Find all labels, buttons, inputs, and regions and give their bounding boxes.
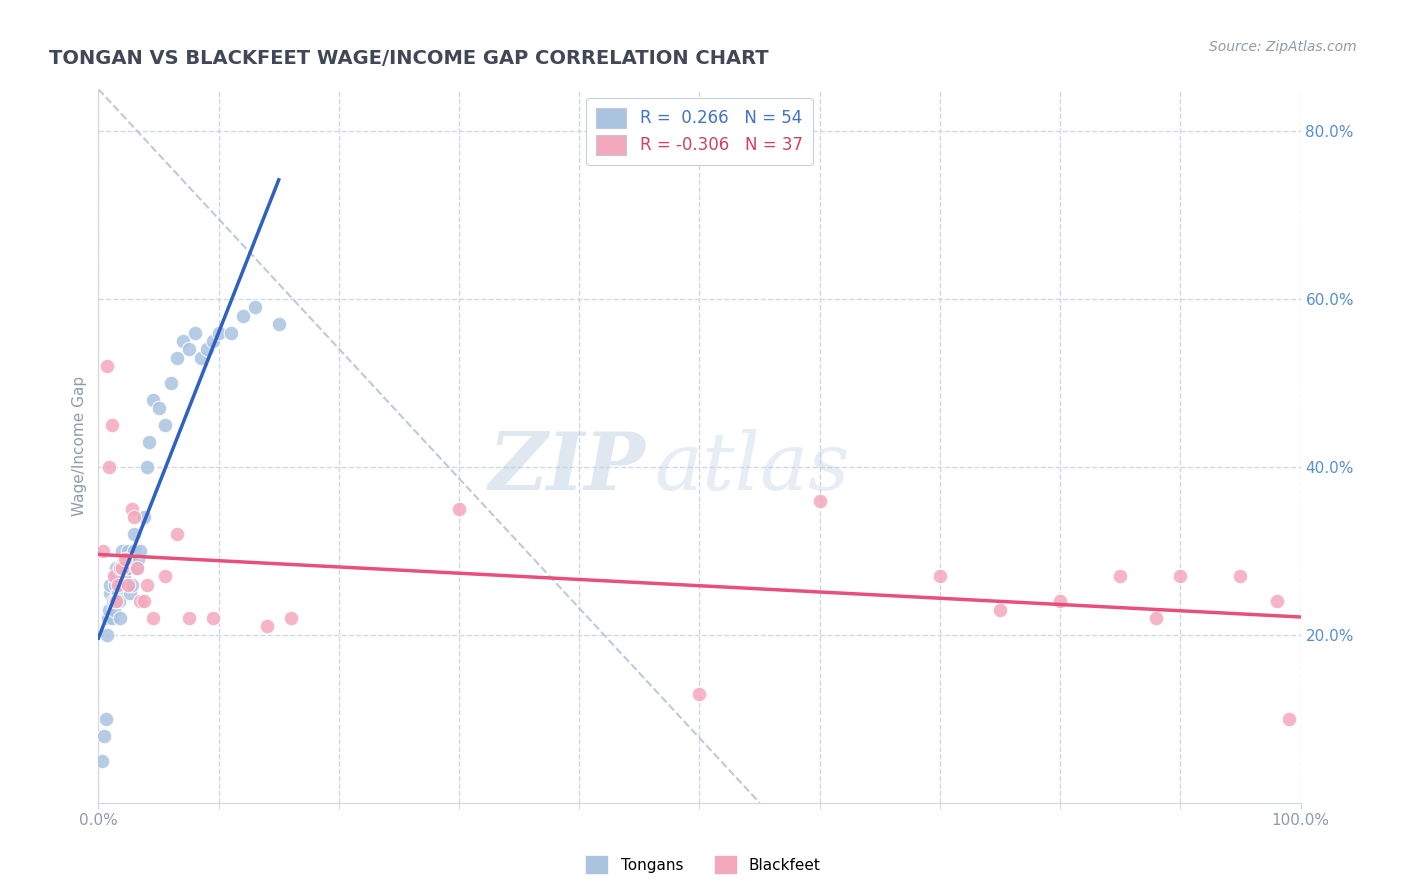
Text: TONGAN VS BLACKFEET WAGE/INCOME GAP CORRELATION CHART: TONGAN VS BLACKFEET WAGE/INCOME GAP CORR…	[49, 49, 769, 68]
Point	[243, 301, 266, 315]
Point	[1277, 712, 1299, 726]
Point	[100, 611, 122, 625]
Point	[98, 603, 121, 617]
Point	[117, 560, 139, 574]
Point	[1144, 611, 1167, 625]
Point	[111, 544, 134, 558]
Point	[121, 502, 143, 516]
Point	[93, 729, 115, 743]
Point	[129, 544, 152, 558]
Legend: Tongans, Blackfeet: Tongans, Blackfeet	[579, 849, 827, 880]
Point	[135, 577, 157, 591]
Point	[105, 569, 128, 583]
Point	[122, 552, 145, 566]
Point	[124, 510, 146, 524]
Point	[177, 343, 200, 357]
Point	[104, 577, 127, 591]
Point	[114, 552, 136, 566]
Point	[132, 594, 155, 608]
Point	[153, 417, 176, 432]
Point	[135, 460, 157, 475]
Point	[117, 577, 139, 591]
Point	[808, 493, 831, 508]
Point	[138, 434, 160, 449]
Point	[183, 326, 205, 340]
Point	[280, 611, 302, 625]
Point	[159, 376, 181, 390]
Point	[132, 510, 155, 524]
Point	[208, 326, 231, 340]
Text: Source: ZipAtlas.com: Source: ZipAtlas.com	[1209, 40, 1357, 54]
Point	[141, 611, 163, 625]
Point	[232, 309, 254, 323]
Point	[91, 544, 114, 558]
Point	[103, 569, 125, 583]
Point	[127, 552, 149, 566]
Point	[111, 560, 134, 574]
Point	[689, 687, 711, 701]
Point	[115, 560, 138, 574]
Text: atlas: atlas	[654, 429, 849, 506]
Point	[201, 334, 224, 348]
Point	[112, 569, 135, 583]
Point	[111, 560, 134, 574]
Point	[100, 577, 122, 591]
Point	[118, 586, 141, 600]
Point	[988, 603, 1011, 617]
Point	[114, 577, 136, 591]
Legend: R =  0.266   N = 54, R = -0.306   N = 37: R = 0.266 N = 54, R = -0.306 N = 37	[586, 97, 813, 165]
Point	[219, 326, 242, 340]
Point	[117, 552, 139, 566]
Point	[108, 594, 131, 608]
Point	[256, 619, 278, 633]
Point	[928, 569, 950, 583]
Y-axis label: Wage/Income Gap: Wage/Income Gap	[72, 376, 87, 516]
Text: ZIP: ZIP	[488, 429, 645, 506]
Point	[107, 577, 129, 591]
Point	[1109, 569, 1132, 583]
Point	[1049, 594, 1071, 608]
Point	[177, 611, 200, 625]
Point	[125, 560, 148, 574]
Point	[104, 594, 127, 608]
Point	[97, 611, 120, 625]
Point	[141, 392, 163, 407]
Point	[1265, 594, 1288, 608]
Point	[166, 527, 188, 541]
Point	[117, 544, 139, 558]
Point	[101, 594, 124, 608]
Point	[1170, 569, 1192, 583]
Point	[153, 569, 176, 583]
Point	[105, 594, 128, 608]
Point	[100, 417, 122, 432]
Point	[447, 502, 470, 516]
Point	[267, 318, 290, 332]
Point	[172, 334, 194, 348]
Point	[124, 527, 146, 541]
Point	[201, 611, 224, 625]
Point	[105, 560, 128, 574]
Point	[107, 586, 129, 600]
Point	[94, 712, 117, 726]
Point	[190, 351, 212, 365]
Point	[96, 359, 118, 374]
Point	[108, 611, 131, 625]
Point	[108, 560, 131, 574]
Point	[91, 754, 114, 768]
Point	[195, 343, 218, 357]
Point	[124, 544, 146, 558]
Point	[121, 577, 143, 591]
Point	[129, 594, 152, 608]
Point	[166, 351, 188, 365]
Point	[96, 628, 118, 642]
Point	[98, 460, 121, 475]
Point	[103, 603, 125, 617]
Point	[108, 560, 131, 574]
Point	[148, 401, 170, 416]
Point	[125, 560, 148, 574]
Point	[1229, 569, 1251, 583]
Point	[100, 586, 122, 600]
